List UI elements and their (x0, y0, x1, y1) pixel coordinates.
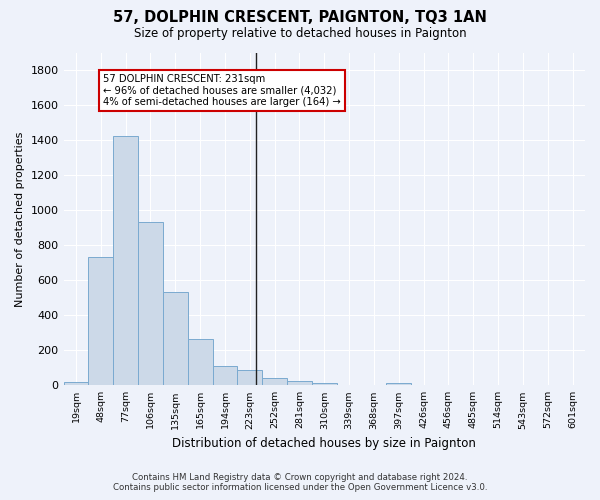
X-axis label: Distribution of detached houses by size in Paignton: Distribution of detached houses by size … (172, 437, 476, 450)
Bar (113, 136, 138, 386)
Bar (64, 382, 88, 386)
Bar (312, 382, 337, 386)
Bar (386, 382, 411, 386)
Bar (262, 378, 287, 386)
Text: 57 DOLPHIN CRESCENT: 231sqm
← 96% of detached houses are smaller (4,032)
4% of s: 57 DOLPHIN CRESCENT: 231sqm ← 96% of det… (103, 74, 341, 106)
Bar (163, 292, 188, 386)
Bar (88, 256, 113, 386)
Bar (287, 381, 312, 386)
Text: 57, DOLPHIN CRESCENT, PAIGNTON, TQ3 1AN: 57, DOLPHIN CRESCENT, PAIGNTON, TQ3 1AN (113, 10, 487, 25)
Text: Size of property relative to detached houses in Paignton: Size of property relative to detached ho… (134, 28, 466, 40)
Bar (212, 366, 238, 386)
Y-axis label: Number of detached properties: Number of detached properties (15, 131, 25, 306)
Bar (188, 339, 212, 386)
Text: Contains HM Land Registry data © Crown copyright and database right 2024.
Contai: Contains HM Land Registry data © Crown c… (113, 473, 487, 492)
Bar (238, 370, 262, 386)
Bar (138, 222, 163, 386)
